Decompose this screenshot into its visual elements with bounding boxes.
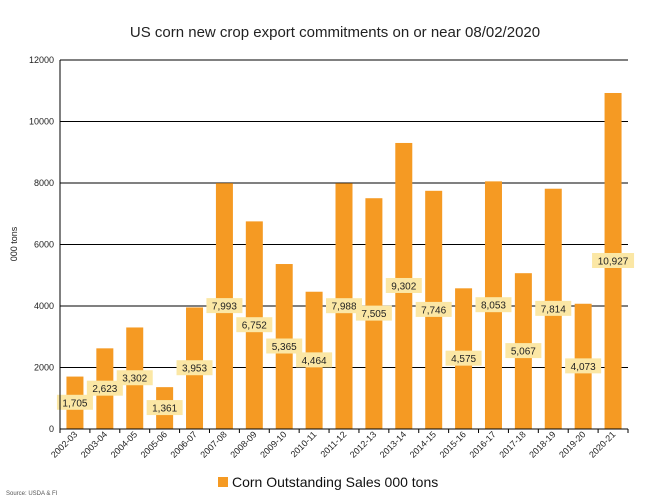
chart-title: US corn new crop export commitments on o… (130, 24, 540, 41)
x-tick-label: 2003-04 (79, 429, 109, 459)
y-tick-label: 10000 (29, 117, 54, 127)
data-label-box (445, 350, 482, 366)
data-label: 8,053 (481, 301, 506, 312)
x-tick-label: 2019-20 (557, 429, 587, 459)
data-label-box (592, 252, 635, 268)
x-tick-label: 2020-21 (587, 429, 617, 459)
x-tick-label: 2005-06 (139, 429, 169, 459)
x-tick-label: 2016-17 (467, 429, 497, 459)
data-label-box (355, 305, 392, 321)
data-label: 7,993 (212, 302, 237, 313)
data-label: 5,365 (272, 342, 297, 353)
data-label-box (565, 358, 602, 374)
x-tick-label: 2009-10 (258, 429, 288, 459)
x-tick-label: 2017-18 (497, 429, 527, 459)
x-tick-label: 2015-16 (438, 429, 468, 459)
source-note: Source: USDA & FI (6, 491, 58, 497)
data-label: 4,073 (571, 362, 596, 373)
data-label-box (266, 338, 303, 354)
data-label: 3,953 (182, 364, 207, 375)
data-label: 7,505 (361, 309, 386, 320)
data-label: 5,067 (511, 347, 536, 358)
data-label-box (415, 301, 452, 317)
y-tick-label: 4000 (34, 301, 54, 311)
data-label-box (475, 297, 512, 313)
legend-swatch (218, 477, 228, 487)
x-tick-label: 2008-09 (228, 429, 258, 459)
x-tick-label: 2006-07 (169, 429, 199, 459)
data-label-box (146, 400, 183, 416)
data-label-box (206, 298, 243, 314)
data-label-box (326, 298, 362, 314)
data-label: 3,302 (122, 374, 147, 385)
data-label: 1,361 (152, 404, 177, 415)
data-label: 6,752 (242, 321, 267, 332)
data-label-box (505, 343, 542, 359)
data-label-box (385, 277, 422, 293)
data-label: 7,814 (541, 304, 566, 315)
x-tick-label: 2018-19 (527, 429, 557, 459)
x-tick-label: 2007-08 (198, 429, 228, 459)
data-label: 2,623 (92, 384, 117, 395)
data-label-box (56, 394, 93, 410)
data-label-box (236, 317, 273, 333)
legend-label: Corn Outstanding Sales 000 tons (232, 474, 438, 490)
data-label: 7,746 (421, 305, 446, 316)
data-label: 4,575 (451, 354, 476, 365)
y-tick-label: 2000 (34, 363, 54, 373)
x-tick-label: 2004-05 (109, 429, 139, 459)
y-tick-label: 6000 (34, 240, 54, 250)
data-label-box (176, 360, 213, 376)
x-tick-label: 2011-12 (318, 429, 348, 459)
data-label: 4,464 (302, 356, 327, 367)
y-tick-label: 0 (49, 424, 54, 434)
data-label-box (535, 300, 572, 316)
x-tick-label: 2013-14 (378, 429, 408, 459)
y-tick-label: 12000 (29, 55, 54, 65)
data-label: 1,705 (62, 398, 87, 409)
x-tick-label: 2010-11 (289, 429, 319, 459)
data-label-box (86, 380, 123, 396)
y-axis-label: 000 tons (9, 226, 19, 261)
data-labels: 1,705 2,623 3,302 1,361 3,953 7,993 6,752 5,365… (56, 252, 635, 416)
x-tick-label: 2012-13 (348, 429, 378, 459)
data-label: 7,988 (331, 302, 356, 313)
legend: Corn Outstanding Sales 000 tons (218, 474, 438, 490)
y-tick-label: 8000 (34, 178, 54, 188)
data-label: 9,302 (391, 281, 416, 292)
data-label-box (296, 352, 333, 368)
x-tick-label: 2014-15 (408, 429, 438, 459)
data-label: 10,927 (598, 256, 629, 267)
data-label-box (116, 370, 153, 386)
